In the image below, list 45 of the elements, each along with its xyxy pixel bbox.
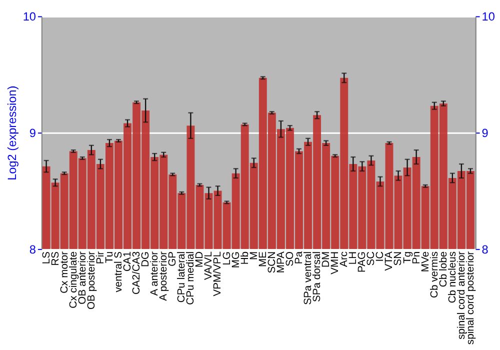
x-tick-label: Cx motor	[59, 250, 70, 294]
x-tick-label: SPa ventral	[302, 251, 314, 305]
x-tick-label: OB anterior	[77, 250, 88, 304]
x-tick-label: ventral S	[113, 251, 124, 292]
x-tick-label: Cx cingulate	[68, 251, 80, 308]
x-tick-label: RS	[50, 251, 62, 266]
x-tick-label: SCN	[266, 251, 278, 274]
x-tick-label: SN	[393, 251, 404, 266]
x-tick-label: MVe	[420, 251, 432, 272]
x-tick-label: M	[248, 251, 260, 260]
x-tick-label: VA/VL	[204, 251, 215, 280]
x-tick-label: Pn	[411, 251, 422, 264]
x-tick-label: Cb vermis	[429, 251, 440, 298]
x-tick-label: CA1	[122, 251, 134, 272]
x-tick-label: LG	[222, 251, 233, 266]
x-tick-label: VPM/VPL	[212, 251, 224, 296]
y-tick-label: 8	[29, 242, 36, 256]
x-tick-label: Hb	[240, 251, 251, 265]
x-tick-label: spinal cord posterior	[465, 250, 476, 345]
x-tick-label: SO	[284, 251, 296, 266]
x-tick-label: DG	[140, 251, 152, 267]
x-tick-label: Cb lobe	[438, 251, 450, 288]
x-tick-label: Tg	[402, 251, 414, 264]
x-tick-label: Tu	[104, 251, 116, 264]
y-tick-label: 10	[22, 10, 36, 24]
x-tick-label: IC	[375, 250, 386, 262]
x-tick-label: SC	[366, 250, 378, 266]
x-tick-label: CPu medial	[186, 251, 197, 305]
x-tick-label: Pir	[95, 250, 106, 264]
x-tick-label: GP	[168, 251, 179, 266]
x-tick-label: spinal cord anterior	[456, 250, 468, 340]
x-tick-label: OB posterior	[86, 250, 98, 310]
x-tick-label: MG	[230, 251, 242, 268]
x-tick-label: A anterior	[150, 250, 161, 296]
x-tick-label: A posterior	[158, 250, 170, 301]
x-tick-label: MPA	[276, 251, 287, 274]
y2-tick-label: 9	[482, 126, 489, 140]
y-tick-label: 9	[29, 126, 36, 140]
x-tick-label: Pa	[294, 251, 305, 264]
y-axis-title: Log2 (expression)	[4, 86, 19, 180]
x-tick-label: LS	[41, 251, 52, 264]
y2-tick-label: 8	[482, 242, 489, 256]
y2-tick-label: 10	[482, 10, 496, 24]
x-tick-label: Cb nucleus	[447, 251, 458, 304]
x-tick-label: ME	[258, 251, 269, 267]
